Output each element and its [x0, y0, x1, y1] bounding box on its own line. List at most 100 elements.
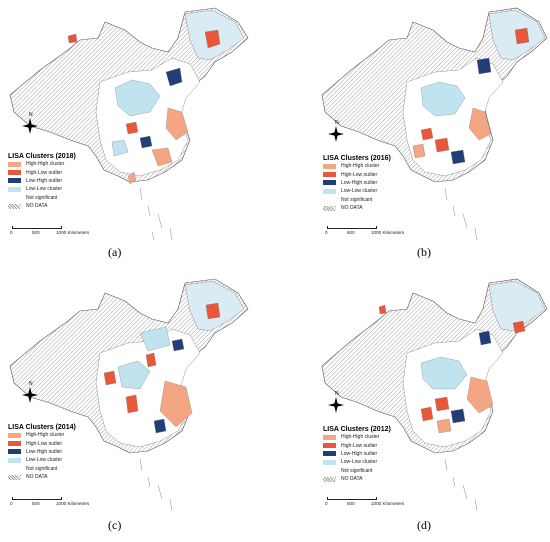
- legend-label: High-High cluster: [26, 432, 65, 439]
- panel-caption: (c): [108, 518, 122, 532]
- north-label: N: [29, 381, 33, 387]
- scale-tick-0: 0: [325, 230, 328, 235]
- legend-swatch: [323, 180, 336, 186]
- scale-bar: 0 500 1000 Kilometers: [6, 226, 89, 236]
- scale-bar: 0 500 1000 Kilometers: [321, 226, 404, 236]
- legend-item: High-Low outlier: [323, 170, 391, 178]
- legend-label: Low-High outlier: [26, 177, 63, 184]
- south-china-sea-islands: [444, 187, 478, 241]
- scale-bar: 0 500 1000 Kilometers: [6, 497, 89, 507]
- legend-swatch: [323, 172, 336, 178]
- legend-swatch: [323, 188, 336, 194]
- legend-label: Not significant: [26, 465, 58, 472]
- country-outline: [321, 278, 548, 454]
- north-label: N: [335, 391, 339, 397]
- panel-caption: (b): [417, 245, 431, 259]
- north-arrow-icon: N: [328, 391, 344, 413]
- legend-title: LISA Clusters (2012): [323, 426, 391, 433]
- legend-swatch: [8, 432, 21, 438]
- map-legend: LISA Clusters (2018) High-High cluster Hi…: [8, 153, 76, 210]
- scale-tick-0: 0: [10, 501, 13, 506]
- legend-swatch: [8, 457, 21, 463]
- south-china-sea-islands: [139, 458, 173, 512]
- legend-item: Low-Low cluster: [323, 187, 391, 195]
- legend-item: High-High cluster: [8, 160, 76, 168]
- north-arrow-icon: N: [22, 112, 38, 134]
- scale-tick-0: 0: [10, 230, 13, 235]
- scale-tick-1000: 1000 Kilometers: [371, 501, 405, 506]
- legend-item: Low-High outlier: [8, 177, 76, 185]
- china-lisa-map: N: [9, 7, 249, 241]
- legend-label: Low-Low cluster: [341, 459, 378, 466]
- legend-item: NO DATA: [323, 204, 391, 212]
- legend-label: Low-Low cluster: [26, 186, 63, 193]
- panel-caption: (a): [108, 245, 122, 259]
- legend-swatch: [323, 451, 336, 457]
- legend-item: Low-High outlier: [323, 179, 391, 187]
- legend-label: High-High cluster: [341, 163, 380, 170]
- legend-swatch: [323, 443, 336, 449]
- legend-item: Low-High outlier: [8, 448, 76, 456]
- legend-item: NO DATA: [8, 473, 76, 481]
- map-panel-d: N LISA Clusters (2012) High-High cluster…: [317, 271, 550, 542]
- legend-item: Not significant: [8, 194, 76, 202]
- legend-label: Low-High outlier: [26, 448, 63, 455]
- china-lisa-map: N: [321, 278, 548, 512]
- legend-label: Not significant: [26, 194, 58, 201]
- north-arrow-icon: N: [22, 381, 38, 403]
- legend-label: Not significant: [341, 467, 373, 474]
- map-panel-a: N LISA Clusters (2018) High-High cluster…: [0, 0, 275, 271]
- legend-swatch: [323, 476, 336, 482]
- panel-caption: (d): [417, 518, 431, 532]
- legend-swatch: [323, 459, 336, 465]
- legend-label: Low-High outlier: [341, 450, 378, 457]
- legend-label: NO DATA: [341, 476, 363, 483]
- scale-tick-1000: 1000 Kilometers: [56, 501, 90, 506]
- legend-label: High-Low outlier: [341, 171, 378, 178]
- map-legend: LISA Clusters (2014) High-High cluster Hi…: [8, 424, 76, 481]
- legend-item: High-Low outlier: [323, 441, 391, 449]
- legend-label: NO DATA: [26, 474, 48, 481]
- legend-swatch: [8, 161, 21, 167]
- south-china-sea-islands: [444, 458, 478, 512]
- legend-swatch: [8, 195, 21, 200]
- map-panel-c: N LISA Clusters (2014) High-High cluster…: [0, 271, 275, 542]
- legend-label: High-Low outlier: [26, 169, 63, 176]
- legend-label: High-High cluster: [341, 434, 380, 441]
- legend-item: Low-Low cluster: [8, 185, 76, 193]
- legend-item: High-High cluster: [8, 431, 76, 439]
- scale-tick-500: 500: [32, 230, 40, 235]
- legend-label: High-Low outlier: [26, 440, 63, 447]
- legend-item: Low-Low cluster: [323, 458, 391, 466]
- legend-item: NO DATA: [323, 475, 391, 483]
- legend-swatch: [323, 468, 336, 473]
- legend-title: LISA Clusters (2014): [8, 424, 76, 431]
- scale-tick-1000: 1000 Kilometers: [371, 230, 405, 235]
- legend-label: NO DATA: [26, 203, 48, 210]
- legend-swatch: [8, 441, 21, 447]
- china-lisa-map: N: [321, 7, 548, 241]
- legend-label: High-Low outlier: [341, 442, 378, 449]
- north-label: N: [29, 112, 33, 118]
- legend-item: Low-High outlier: [323, 450, 391, 458]
- scale-tick-1000: 1000 Kilometers: [56, 230, 90, 235]
- map-panel-b: N LISA Clusters (2016) High-High cluster…: [317, 0, 550, 271]
- legend-swatch: [8, 178, 21, 184]
- legend-item: High-Low outlier: [8, 439, 76, 447]
- legend-title: LISA Clusters (2016): [323, 155, 391, 162]
- legend-swatch: [323, 434, 336, 440]
- legend-item: Low-Low cluster: [8, 456, 76, 464]
- legend-swatch: [8, 186, 21, 192]
- legend-label: High-High cluster: [26, 161, 65, 168]
- country-outline: [9, 7, 249, 185]
- legend-swatch: [8, 170, 21, 176]
- map-legend: LISA Clusters (2012) High-High cluster Hi…: [323, 426, 391, 483]
- legend-swatch: [323, 197, 336, 202]
- legend-swatch: [8, 203, 21, 209]
- legend-item: High-High cluster: [323, 162, 391, 170]
- scale-tick-500: 500: [347, 230, 355, 235]
- legend-title: LISA Clusters (2018): [8, 153, 76, 160]
- north-label: N: [335, 120, 339, 126]
- scale-bar: 0 500 1000 Kilometers: [321, 497, 404, 507]
- legend-label: Low-High outlier: [341, 179, 378, 186]
